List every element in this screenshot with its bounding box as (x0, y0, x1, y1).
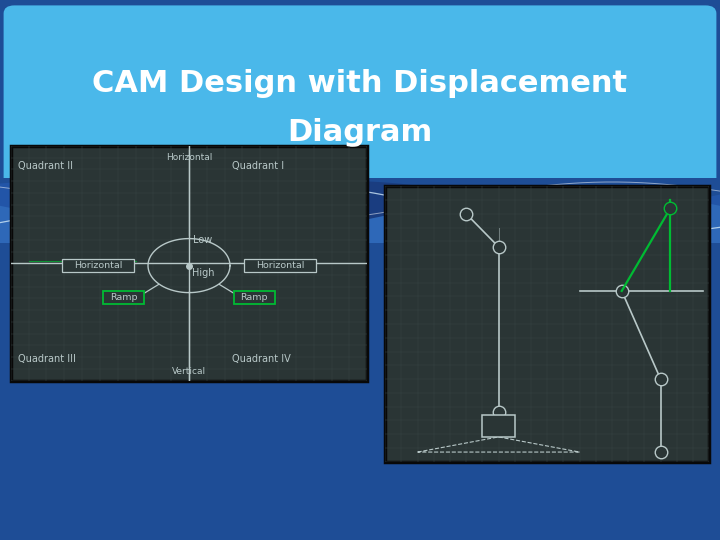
Text: Ramp: Ramp (110, 293, 138, 302)
Text: Quadrant I: Quadrant I (232, 161, 284, 171)
Bar (63, 259, 134, 272)
Text: Horizontal: Horizontal (256, 261, 304, 270)
Bar (11, 146, 367, 381)
Text: Horizontal: Horizontal (166, 153, 212, 162)
FancyBboxPatch shape (4, 5, 716, 213)
Bar (482, 415, 515, 437)
Bar (104, 292, 145, 305)
Text: CAM Design with Displacement: CAM Design with Displacement (92, 69, 628, 98)
Text: Quadrant II: Quadrant II (18, 161, 73, 171)
Bar (233, 292, 274, 305)
Bar (385, 186, 709, 462)
Text: Quadrant IV: Quadrant IV (232, 354, 290, 364)
Bar (244, 259, 315, 272)
Text: Ramp: Ramp (240, 293, 268, 302)
Polygon shape (0, 189, 720, 243)
Text: Horizontal: Horizontal (74, 261, 122, 270)
Polygon shape (0, 181, 720, 243)
Text: Diagram: Diagram (287, 118, 433, 147)
Text: Vertical: Vertical (172, 367, 206, 376)
Text: Quadrant III: Quadrant III (18, 354, 76, 364)
Polygon shape (0, 181, 720, 243)
Text: High: High (192, 268, 215, 278)
Bar (0, 178, 720, 243)
Text: Low: Low (193, 235, 212, 245)
